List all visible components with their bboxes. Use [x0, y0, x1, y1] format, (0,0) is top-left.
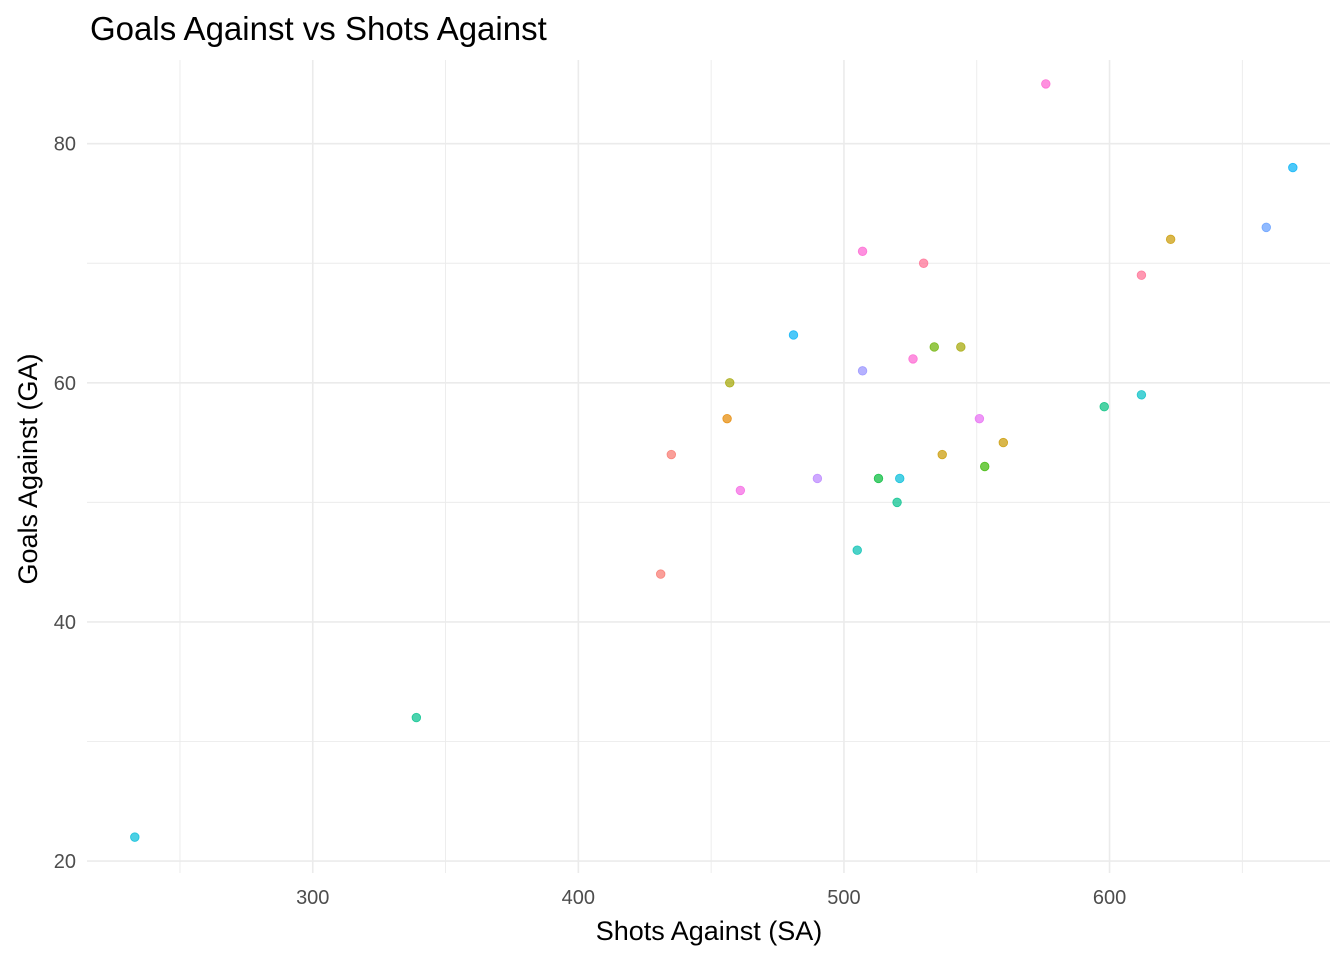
data-point	[937, 449, 947, 460]
y-tick-label: 20	[54, 851, 76, 873]
data-point	[929, 342, 939, 352]
x-axis-title: Shots Against (SA)	[596, 916, 823, 946]
data-point	[873, 473, 884, 484]
x-tick-label: 500	[827, 887, 860, 909]
data-point	[908, 354, 918, 364]
data-point	[1261, 222, 1271, 233]
y-tick-label: 60	[54, 373, 76, 395]
grid	[87, 60, 1330, 873]
data-point	[411, 712, 422, 723]
data-point	[812, 473, 823, 484]
y-tick-label: 40	[54, 612, 76, 634]
data-point	[666, 449, 677, 460]
y-axis-title: Goals Against (GA)	[13, 353, 43, 584]
data-point	[655, 569, 666, 579]
data-point	[980, 461, 990, 472]
x-tick-label: 600	[1093, 887, 1126, 909]
x-tick-label: 400	[562, 887, 595, 909]
data-points	[130, 79, 1298, 842]
data-point	[1041, 79, 1051, 89]
data-point	[1136, 390, 1147, 400]
data-point	[857, 246, 868, 256]
data-point	[725, 378, 735, 388]
data-point	[1136, 270, 1147, 280]
data-point	[735, 485, 746, 496]
data-point	[998, 437, 1009, 448]
data-point	[1288, 162, 1298, 173]
data-point	[722, 413, 732, 424]
tick-labels: 300 400 500 600 20 40 60 80	[54, 134, 1126, 909]
data-point	[852, 545, 862, 555]
data-point	[974, 413, 985, 424]
data-point	[857, 366, 868, 376]
data-point	[130, 832, 140, 842]
data-point	[956, 342, 966, 352]
data-point	[788, 330, 799, 340]
chart-title: Goals Against vs Shots Against	[90, 10, 547, 47]
data-point	[918, 258, 929, 268]
x-tick-label: 300	[296, 887, 329, 909]
y-tick-label: 80	[54, 134, 76, 156]
data-point	[1165, 234, 1176, 245]
data-point	[895, 473, 905, 484]
data-point	[1099, 402, 1109, 412]
data-point	[892, 497, 902, 508]
